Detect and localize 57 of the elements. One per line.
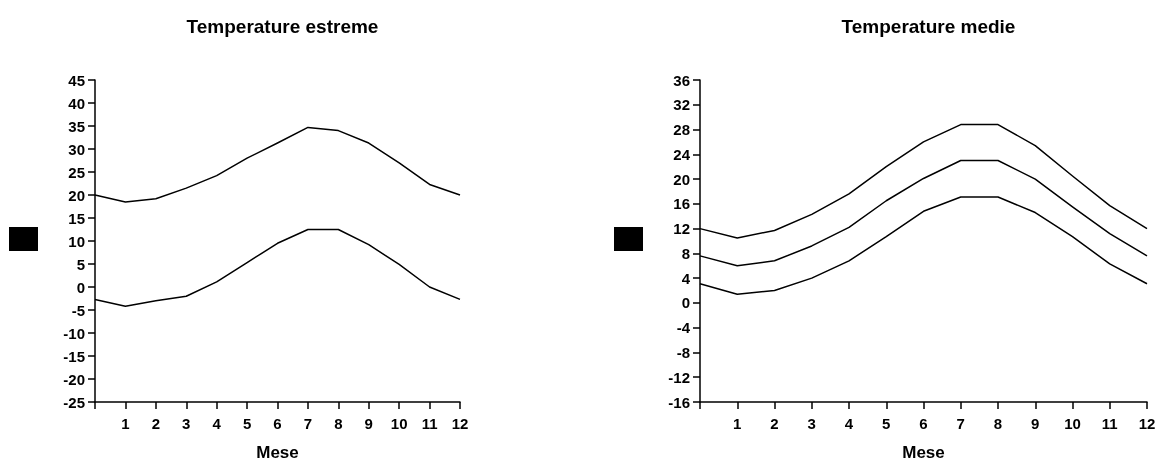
y-tick-label: 32	[673, 96, 690, 114]
y-tick-label: 30	[68, 140, 85, 158]
chart-title: Temperature estreme	[186, 16, 379, 37]
y-tick-label: 45	[68, 71, 85, 89]
y-tick-label: 40	[68, 94, 85, 112]
y-tick-label: 15	[68, 209, 85, 227]
y-tick-label: -10	[63, 324, 85, 342]
x-tick-label: 5	[882, 415, 891, 432]
y-tick-label: -25	[63, 393, 85, 411]
y-tick-label: 12	[673, 220, 690, 238]
y-tick-label: 25	[68, 163, 85, 181]
x-tick-label: 11	[421, 415, 438, 432]
x-tick-label: 10	[1064, 415, 1081, 432]
x-tick-label: 8	[334, 415, 343, 432]
x-tick-label: 9	[1031, 415, 1040, 432]
y-tick-label: -16	[668, 393, 690, 411]
x-tick-label: 3	[182, 415, 191, 432]
x-tick-label: 4	[212, 415, 222, 432]
x-tick-label: 11	[1101, 415, 1118, 432]
y-tick-label: 28	[673, 121, 690, 139]
y-tick-label: 5	[76, 255, 85, 273]
y-tick-label: -12	[668, 368, 690, 386]
x-tick-label: 7	[956, 415, 965, 432]
y-tick-label: 4	[681, 269, 691, 287]
x-tick-label: 8	[993, 415, 1003, 432]
y-tick-label: -5	[71, 301, 85, 319]
x-tick-label: 12	[1138, 415, 1156, 432]
y-tick-label: 24	[673, 145, 691, 163]
x-tick-label: 2	[770, 415, 779, 432]
y-tick-label: 0	[76, 278, 85, 296]
y-tick-label: -15	[63, 347, 85, 365]
y-tick-label: 20	[68, 186, 85, 204]
y-tick-label: 35	[68, 117, 85, 135]
x-tick-label: 1	[121, 415, 130, 432]
y-tick-label: 8	[681, 244, 690, 262]
x-tick-label: 1	[733, 415, 742, 432]
x-tick-label: 12	[451, 415, 469, 432]
y-tick-label: -8	[676, 343, 690, 361]
x-tick-label: 7	[303, 415, 313, 432]
y-tick-label: 20	[673, 170, 690, 188]
y-tick-label: 10	[68, 232, 85, 250]
chart-title: Temperature medie	[841, 16, 1016, 37]
x-axis-title: Mese	[902, 443, 945, 462]
y-tick-label: -4	[676, 319, 691, 337]
x-axis-title: Mese	[256, 443, 299, 462]
y-tick-label: 0	[681, 294, 690, 312]
x-tick-label: 3	[807, 415, 816, 432]
x-tick-label: 10	[390, 415, 408, 432]
x-tick-label: 5	[242, 415, 252, 432]
y-tick-label: -20	[63, 370, 85, 388]
y-tick-label: 16	[673, 195, 690, 213]
y-tick-label: 36	[673, 71, 690, 89]
x-tick-label: 9	[364, 415, 373, 432]
x-tick-label: 6	[273, 415, 282, 432]
x-tick-label: 4	[844, 415, 854, 432]
x-tick-label: 6	[919, 415, 928, 432]
x-tick-label: 2	[151, 415, 161, 432]
